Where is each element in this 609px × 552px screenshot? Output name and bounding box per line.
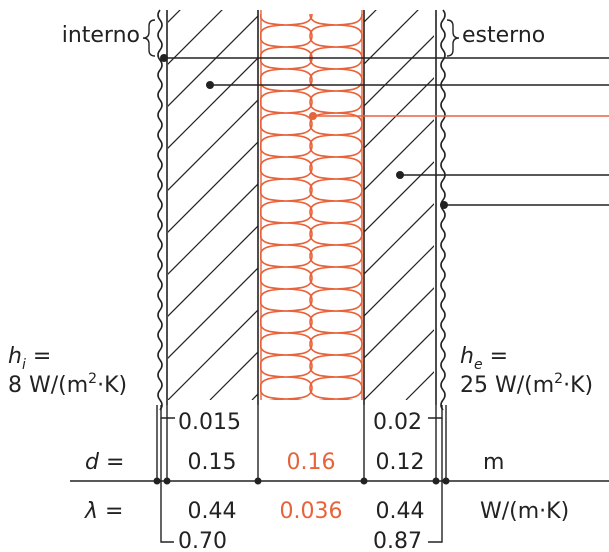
leader-dot-interior-plaster — [160, 54, 168, 62]
masonry-interior-hatch — [168, 10, 258, 400]
brace-exterior — [446, 19, 460, 57]
svg-text:hi =: hi = — [8, 344, 51, 373]
lambda-plaster-interior: 0.70 — [178, 529, 227, 552]
d-unit: m — [483, 450, 504, 475]
brace-interior — [142, 19, 156, 57]
masonry-exterior-hatch — [364, 10, 434, 400]
leader-dot-masonry-exterior — [396, 171, 404, 179]
lambda-masonry-exterior: 0.44 — [376, 499, 425, 524]
d-plaster-interior: 0.015 — [178, 410, 241, 435]
label-interior: interno — [62, 23, 140, 48]
insulation-layer — [260, 13, 363, 400]
d-insulation: 0.16 — [287, 450, 336, 475]
d-symbol: d = — [85, 450, 124, 475]
lambda-plaster-exterior: 0.87 — [373, 529, 422, 552]
leader-dot-exterior-plaster — [440, 201, 448, 209]
d-masonry-exterior: 0.12 — [376, 450, 425, 475]
svg-text:25 W/(m2·K): 25 W/(m2·K) — [460, 371, 593, 398]
d-plaster-exterior: 0.02 — [373, 410, 422, 435]
lambda-symbol: λ = — [84, 499, 123, 524]
interior-plaster-surface — [157, 9, 163, 411]
table-dots — [153, 477, 450, 485]
lambda-insulation: 0.036 — [280, 499, 343, 524]
coefficient-he: he = 25 W/(m2·K) — [460, 344, 593, 398]
lambda-masonry-interior: 0.44 — [188, 499, 237, 524]
coefficient-hi: hi = 8 W/(m2·K) — [8, 344, 127, 398]
lambda-unit: W/(m·K) — [480, 499, 569, 524]
insulation-edges — [260, 10, 363, 400]
layer-boundaries — [257, 10, 365, 405]
leader-dot-masonry-interior — [206, 81, 214, 89]
svg-text:he =: he = — [460, 344, 508, 373]
leader-dot-insulation — [309, 112, 317, 120]
leader-lines — [160, 54, 609, 209]
label-exterior: esterno — [462, 23, 545, 48]
exterior-plaster-surface — [440, 9, 446, 411]
d-masonry-interior: 0.15 — [188, 450, 237, 475]
svg-text:8 W/(m2·K): 8 W/(m2·K) — [8, 371, 127, 398]
